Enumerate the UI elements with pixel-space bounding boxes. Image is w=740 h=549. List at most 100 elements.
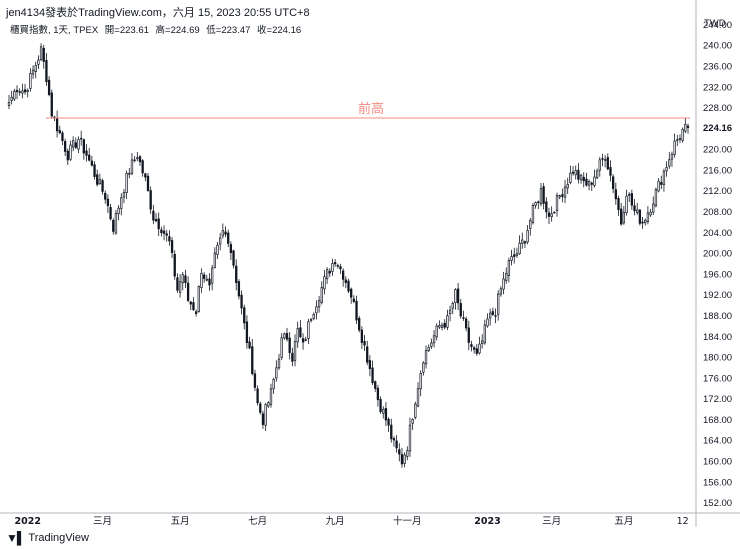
- price-axis[interactable]: 152.00 156.00 160.00 164.00 168.00 172.00 176.…: [703, 20, 732, 509]
- candle: [430, 342, 433, 347]
- candle: [205, 278, 208, 281]
- candle: [162, 230, 166, 234]
- candle: [649, 211, 652, 216]
- candle: [42, 48, 45, 62]
- symbol-legend: 櫃買指數, 1天, TPEX 開=223.61 高=224.69 低=223.4…: [10, 22, 305, 36]
- candle: [280, 337, 283, 358]
- candle: [448, 309, 452, 315]
- candle: [440, 324, 444, 328]
- candle: [678, 138, 682, 140]
- candle: [72, 140, 75, 148]
- price-tick-label: 160.00: [703, 457, 732, 468]
- candle: [462, 317, 465, 319]
- candle: [253, 373, 257, 388]
- candle: [213, 252, 216, 268]
- candle: [454, 289, 457, 303]
- candle: [625, 195, 628, 214]
- candle: [566, 183, 569, 189]
- brand-name: TradingView: [28, 532, 89, 544]
- candle: [622, 211, 625, 224]
- candle: [432, 335, 436, 344]
- candle: [45, 60, 48, 83]
- candle: [229, 244, 233, 254]
- candle: [595, 170, 599, 179]
- candle: [7, 102, 11, 106]
- price-tick-label: 192.00: [703, 290, 732, 301]
- candle: [74, 142, 77, 148]
- candle: [277, 358, 281, 369]
- candle: [261, 413, 265, 425]
- candle: [283, 333, 286, 339]
- legend-symbol[interactable]: 櫃買指數, 1天, TPEX: [10, 25, 99, 36]
- time-axis[interactable]: 2022 三月 五月 七月 九月 十一月 2023 三月 五月 12: [14, 515, 688, 527]
- candle: [130, 159, 134, 174]
- candle: [93, 164, 96, 177]
- candle: [668, 159, 671, 167]
- candle: [670, 153, 674, 160]
- candle: [304, 339, 307, 341]
- candle: [483, 324, 486, 344]
- candle: [400, 454, 404, 465]
- candle: [513, 254, 516, 257]
- candle: [269, 388, 273, 405]
- candle: [587, 181, 591, 186]
- candle: [160, 229, 163, 234]
- price-tick-label: 204.00: [703, 228, 732, 239]
- price-tick-label: 180.00: [703, 353, 732, 364]
- price-tick-label: 216.00: [703, 165, 732, 176]
- candle: [424, 350, 428, 365]
- footer-brand[interactable]: ▼▌ TradingView: [6, 531, 89, 545]
- candle: [31, 69, 35, 75]
- candle: [569, 172, 572, 183]
- candle: [141, 160, 144, 174]
- candle: [537, 201, 540, 203]
- candle: [553, 211, 556, 214]
- candle: [307, 321, 310, 339]
- candle: [459, 303, 462, 317]
- candle: [69, 144, 72, 160]
- candle: [638, 209, 642, 224]
- candle: [363, 341, 366, 346]
- legend-close: 收=224.16: [257, 25, 302, 36]
- candle: [494, 315, 497, 317]
- candle: [120, 197, 123, 209]
- candle: [96, 174, 99, 185]
- candle: [408, 424, 412, 452]
- candle: [192, 302, 195, 311]
- candle: [128, 172, 131, 175]
- price-tick-label: 176.00: [703, 373, 732, 384]
- candle: [18, 91, 21, 93]
- candle: [467, 327, 470, 343]
- candle: [542, 186, 545, 204]
- candle: [427, 347, 430, 352]
- candle: [684, 124, 687, 132]
- chart-header-title: jen4134發表於TradingView.com，六月 15, 2023 20…: [6, 7, 310, 19]
- candle: [603, 159, 607, 161]
- candle: [154, 218, 158, 222]
- candle: [379, 399, 382, 413]
- candle: [144, 173, 147, 178]
- candle: [630, 193, 634, 206]
- candle: [15, 89, 19, 92]
- candle: [550, 213, 553, 218]
- last-price-tag: 224.16: [697, 120, 739, 135]
- candle: [350, 288, 353, 298]
- candle: [518, 242, 521, 255]
- candle: [579, 174, 583, 181]
- candle: [422, 362, 425, 373]
- candle: [272, 379, 275, 390]
- candle: [133, 159, 136, 162]
- candle: [620, 208, 623, 225]
- candle: [189, 301, 192, 305]
- candle: [539, 188, 543, 205]
- candle: [21, 90, 24, 94]
- candle: [665, 167, 668, 172]
- candle: [472, 347, 476, 350]
- candle: [446, 315, 449, 328]
- time-tick-label: 七月: [248, 516, 267, 527]
- price-tick-label: 200.00: [703, 249, 732, 260]
- candle: [138, 156, 142, 163]
- candle: [510, 256, 513, 261]
- candle: [288, 337, 291, 353]
